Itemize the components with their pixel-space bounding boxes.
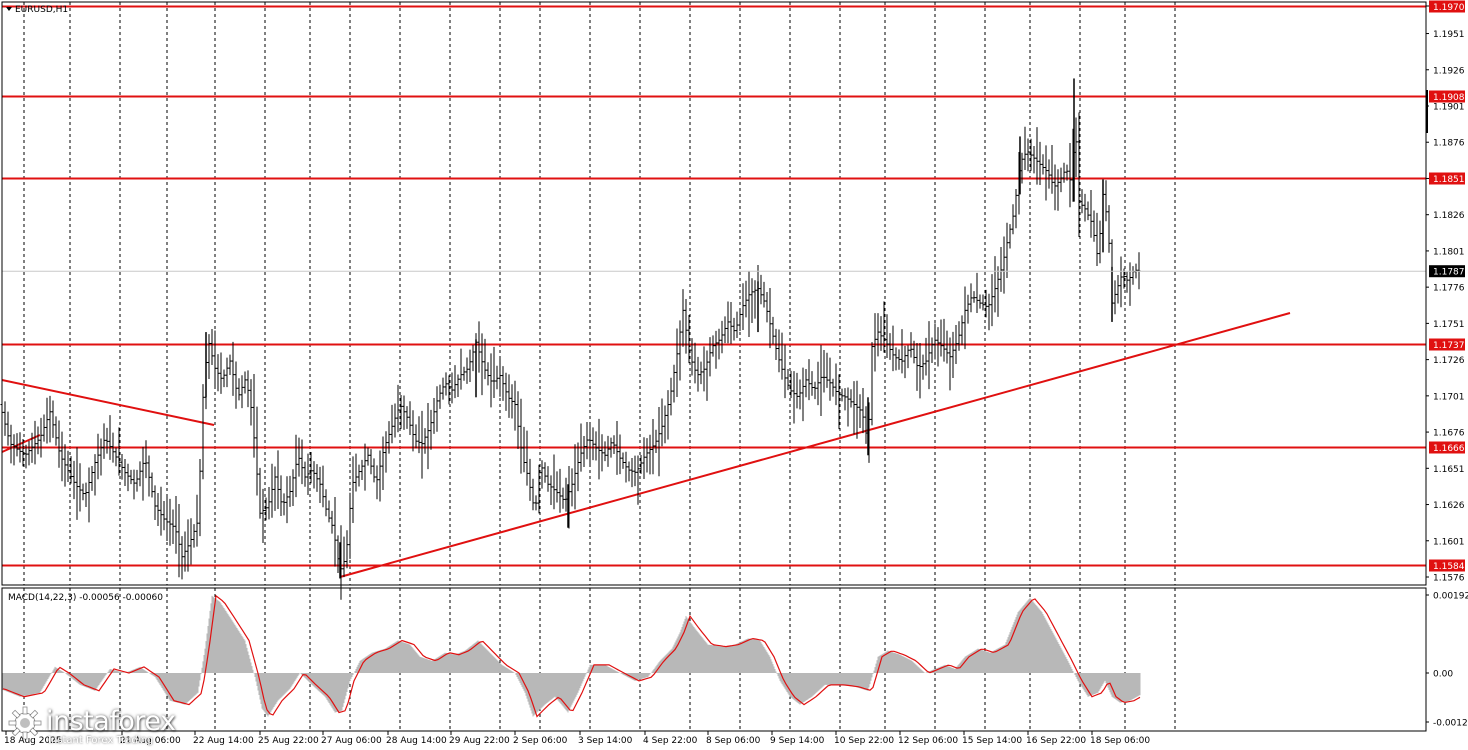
instaforex-logo: instaforex Instant Forex Trading [6,704,186,748]
level-price-label: 1.1666 [1433,444,1465,454]
price-tick-label: 1.1951 [1433,30,1465,40]
price-tick-label: 1.1826 [1433,211,1465,221]
price-axis: 1.1787 1.1951 1.1926 1.1901 1.1876 1.1826 1.18… [1426,5,1465,584]
macd-tick-label: 0.00 [1433,670,1453,680]
symbol-label: EURUSD,H1 [15,5,68,15]
macd-signal-line [2,594,1141,718]
level-price-box [1429,0,1465,13]
price-bars [0,78,1426,600]
price-tick-label: 1.1926 [1433,66,1465,76]
last-price-box [1429,265,1465,278]
macd-panel-frame [1,587,1427,732]
time-tick-label: 2 Sep 06:00 [513,736,568,746]
time-tick-label: 8 Sep 06:00 [706,736,761,746]
level-price-label: 1.1584 [1433,562,1465,572]
symbol-dropdown-icon[interactable] [6,7,12,11]
level-price-box [1429,338,1465,351]
time-tick-label: 22 Aug 14:00 [193,736,254,746]
price-tick-label: 1.1601 [1433,537,1465,547]
macd-tick-label: 0.00192 [1433,592,1468,602]
price-tick-label: 1.1751 [1433,320,1465,330]
level-price-label: 1.1970 [1433,3,1465,13]
logo-name: instaforex [46,706,176,737]
time-tick-label: 18 Aug 2025 [4,736,62,746]
macd-tick-label: -0.00124 [1433,719,1468,729]
price-tick-label: 1.1701 [1433,392,1465,402]
time-tick-label: 28 Aug 14:00 [386,736,447,746]
uptrend-line [339,312,1291,578]
price-tick-label: 1.1626 [1433,501,1465,511]
price-tick-label: 1.1776 [1433,284,1465,294]
time-tick-label: 25 Aug 22:00 [258,736,319,746]
level-price-box [1429,441,1465,454]
gear-icon [8,706,42,740]
time-tick-label: 4 Sep 22:00 [643,736,698,746]
level-price-label: 1.1908 [1433,93,1465,103]
support-resistance-levels[interactable]: 1.1970 1.1908 1.1851 1.1737 1.1666 1.1584 [2,0,1465,573]
time-tick-label: 18 Sep 06:00 [1090,736,1150,746]
time-tick-label: 21 Aug 06:00 [120,736,181,746]
time-tick-label: 9 Sep 14:00 [770,736,825,746]
level-price-box [1429,172,1465,185]
downtrend-line [1,379,215,426]
price-tick-label: 1.1676 [1433,429,1465,439]
level-price-label: 1.1737 [1433,341,1465,351]
grid-layer [23,2,1176,731]
time-tick-label: 27 Aug 06:00 [321,736,382,746]
time-axis: 18 Aug 2025 21 Aug 06:00 22 Aug 14:00 25 Au… [4,731,1150,746]
macd-label: MACD(14,22,3) -0.00056 -0.00060 [8,593,163,603]
macd-panel: 0.00192 0.00 -0.00124 [2,592,1468,729]
logo-tagline: Instant Forex Trading [48,735,154,746]
trend-lines[interactable] [1,312,1291,578]
price-tick-label: 1.1576 [1433,574,1465,584]
short-trend-line [1,434,41,453]
price-tick-label: 1.1726 [1433,356,1465,366]
price-tick-label: 1.1876 [1433,139,1465,149]
time-tick-label: 15 Sep 14:00 [962,736,1022,746]
price-panel-frame [1,1,1427,586]
price-tick-label: 1.1801 [1433,247,1465,257]
level-price-label: 1.1851 [1433,175,1465,185]
last-price-label: 1.1787 [1433,268,1465,278]
level-price-box [1429,90,1465,103]
time-tick-label: 29 Aug 22:00 [449,736,510,746]
price-tick-label: 1.1901 [1433,102,1465,112]
time-tick-label: 10 Sep 22:00 [834,736,894,746]
time-tick-label: 12 Sep 06:00 [898,736,958,746]
level-price-box [1429,559,1465,572]
price-tick-label: 1.1651 [1433,465,1465,475]
time-tick-label: 3 Sep 14:00 [578,736,633,746]
time-tick-label: 16 Sep 22:00 [1026,736,1086,746]
